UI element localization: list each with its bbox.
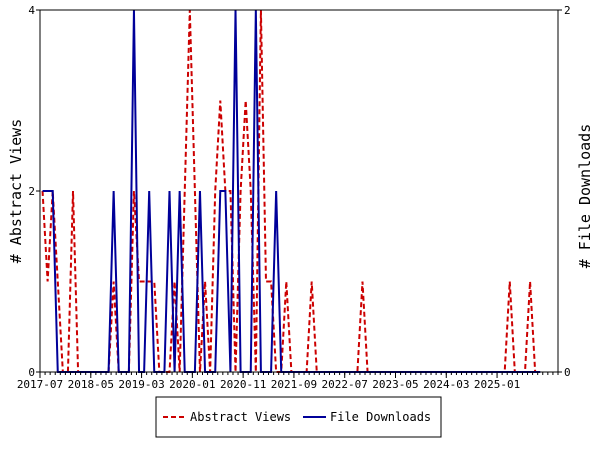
y-left-tick-label: 2 [28, 185, 35, 198]
x-tick-label: 2024-03 [423, 378, 469, 391]
x-tick-label: 2021-09 [271, 378, 317, 391]
x-tick-label: 2019-03 [118, 378, 164, 391]
legend-label-abstract-views: Abstract Views [190, 410, 291, 424]
x-tick-label: 2020-01 [169, 378, 215, 391]
x-tick-label: 2023-05 [372, 378, 418, 391]
legend-label-file-downloads: File Downloads [330, 410, 431, 424]
y-left-tick-label: 4 [28, 4, 35, 17]
legend: Abstract Views File Downloads [155, 396, 442, 438]
y-axis-title-right: # File Downloads [576, 124, 594, 269]
x-tick-label: 2018-05 [68, 378, 114, 391]
y-axis-title-left: # Abstract Views [7, 119, 25, 264]
x-tick-label: 2017-07 [17, 378, 63, 391]
y-right-tick-label: 2 [564, 4, 571, 17]
x-tick-label: 2025-01 [474, 378, 520, 391]
y-right-tick-label: 0 [564, 366, 571, 379]
x-tick-label: 2022-07 [322, 378, 368, 391]
tick-layer: 2017-07 2018-05 2019-03 2020-01 2020-11 2021-… [17, 4, 571, 391]
y-left-tick-label: 0 [28, 366, 35, 379]
legend-box [155, 396, 442, 438]
x-tick-label: 2020-11 [220, 378, 266, 391]
